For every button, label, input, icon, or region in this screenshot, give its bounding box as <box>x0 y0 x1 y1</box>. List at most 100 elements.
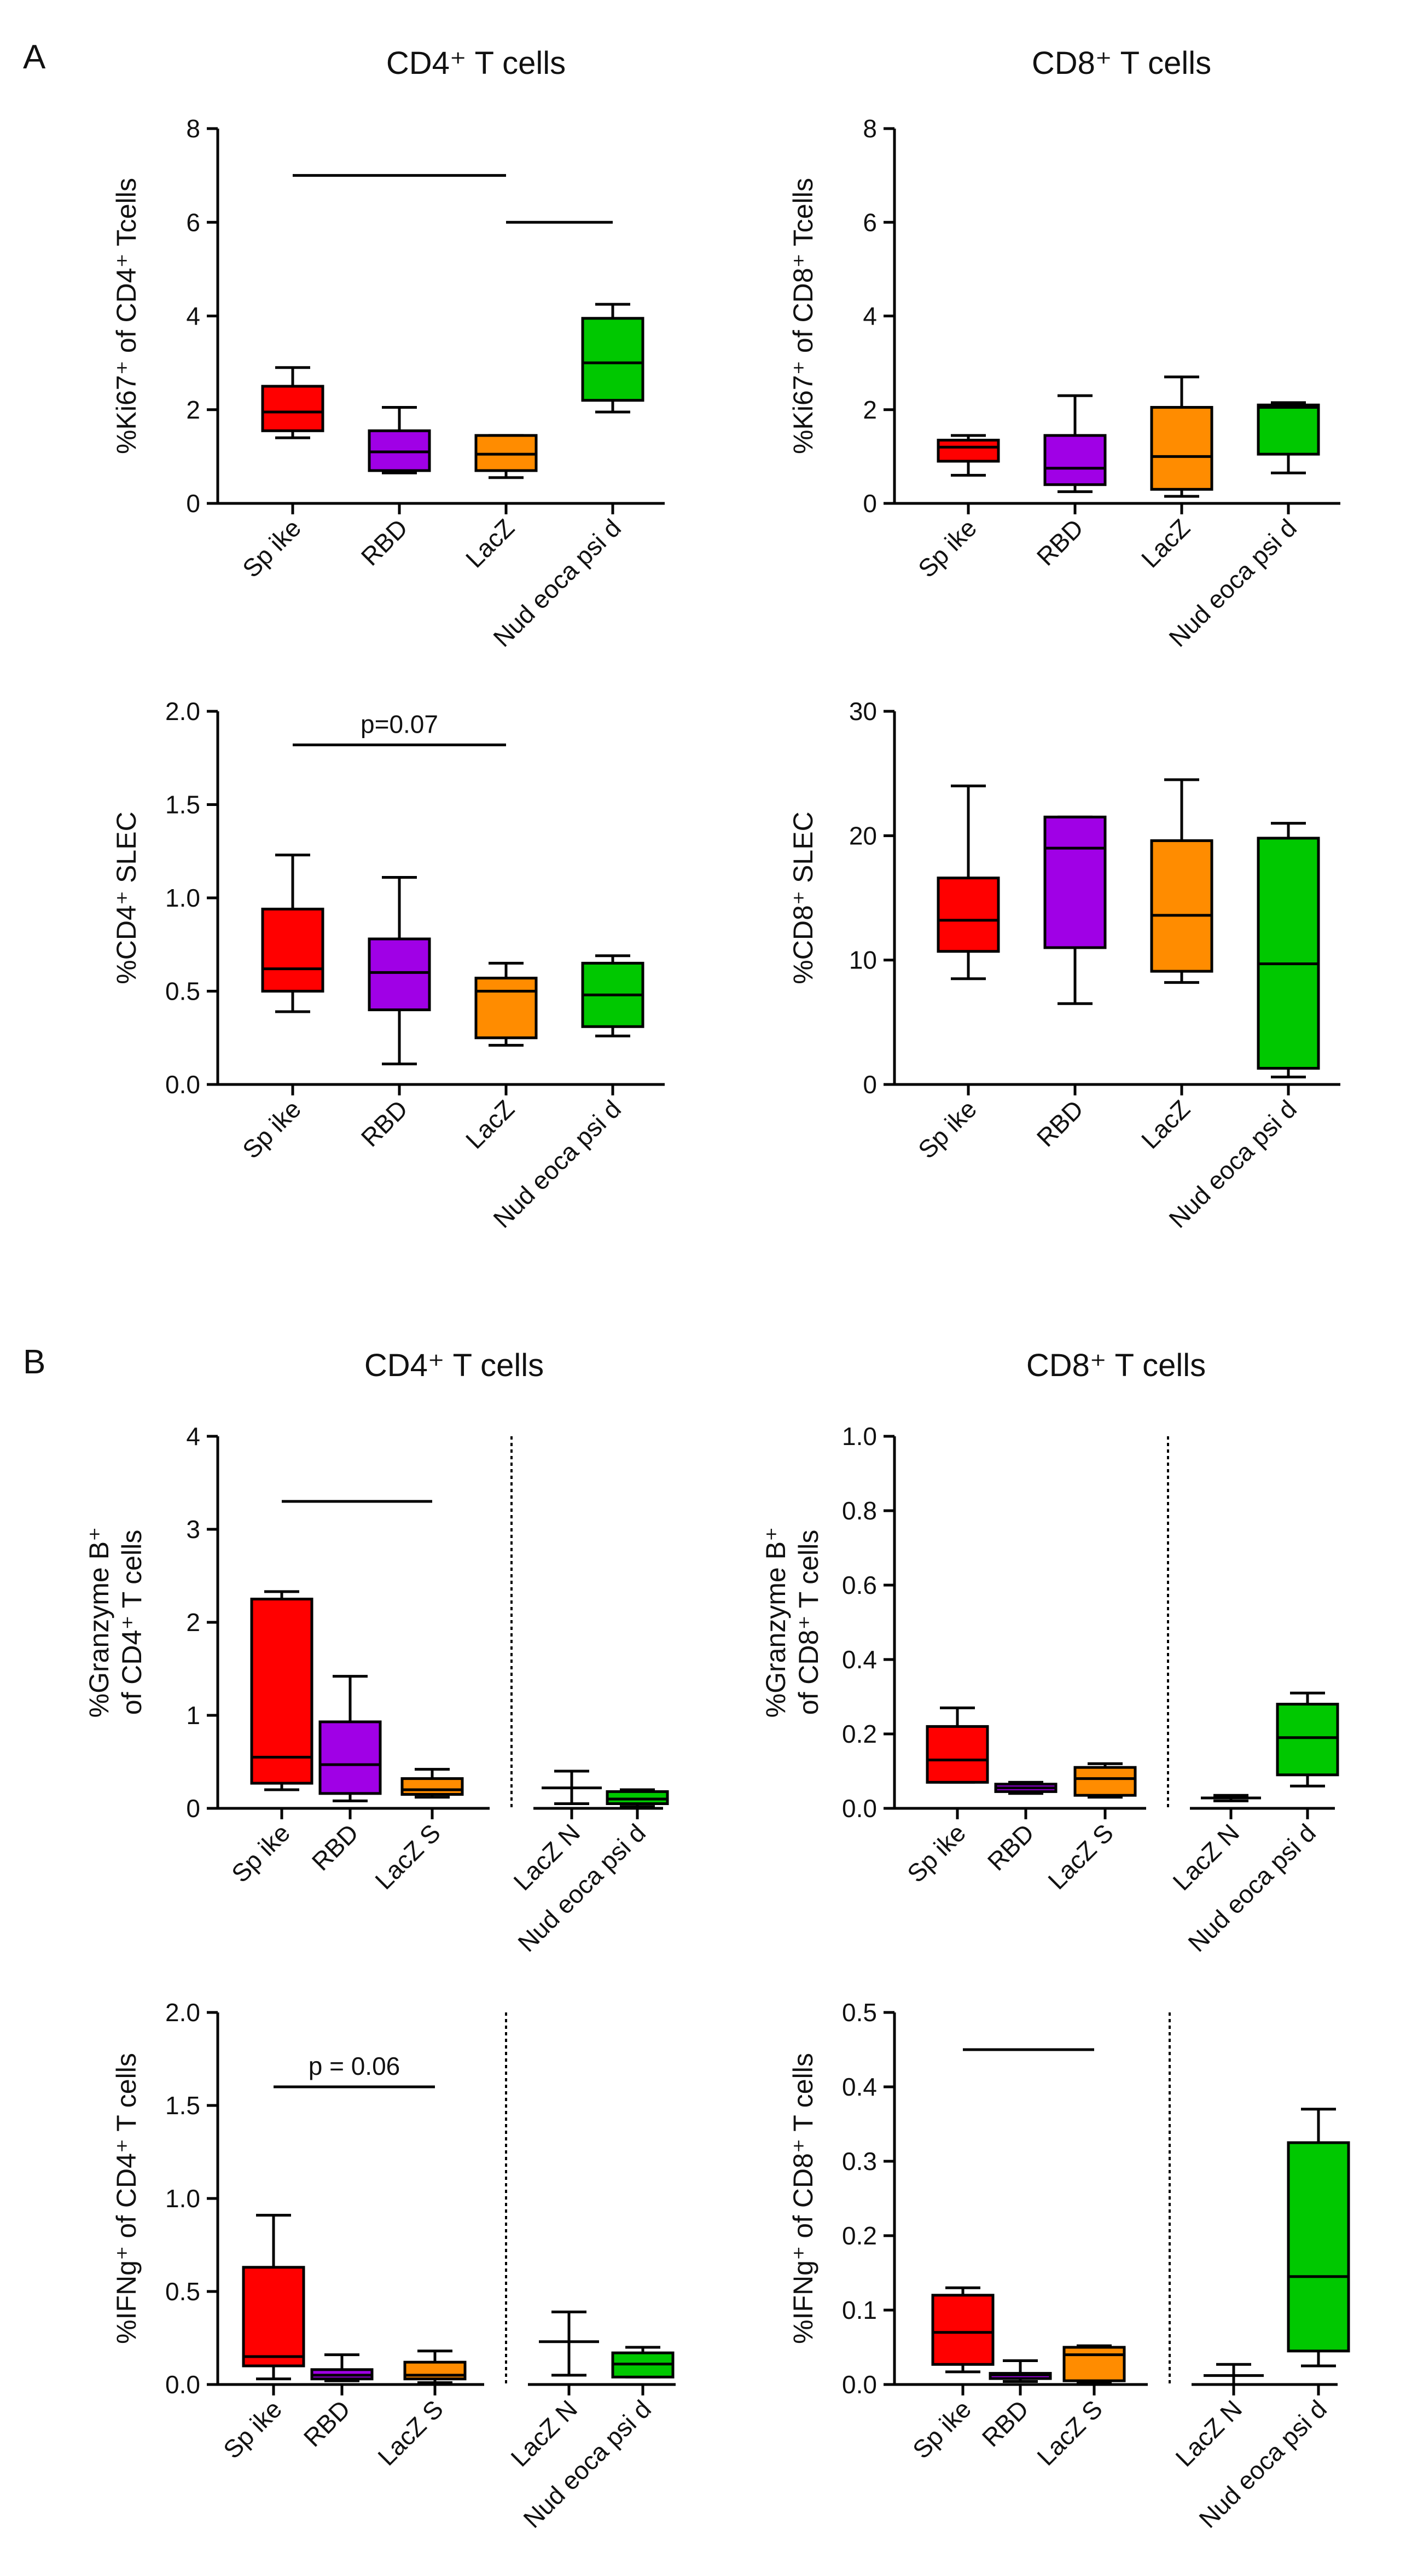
header-a-cd4: CD4⁺ T cells <box>386 45 566 81</box>
x-tick-label: LacZ S <box>1042 1818 1119 1895</box>
x-tick-label: RBD <box>306 1818 364 1876</box>
box-nucleocapsid <box>581 317 644 402</box>
y-tick-label: 0.2 <box>842 1720 877 1748</box>
x-tick-label: Sp ike <box>902 1818 971 1888</box>
box-nucleocapsid <box>1257 403 1320 456</box>
y-tick-label: 30 <box>849 697 877 726</box>
y-tick-label: 2 <box>186 1608 200 1637</box>
x-tick-label: Sp ike <box>907 2394 977 2464</box>
y-axis-title: %Granzyme B⁺ <box>84 1527 114 1718</box>
y-tick-label: 1.0 <box>842 1422 877 1451</box>
x-tick-label: Sp ike <box>237 513 306 583</box>
box-lacz <box>474 977 538 1040</box>
y-tick-label: 10 <box>849 946 877 974</box>
x-tick-label: RBD <box>982 1818 1039 1876</box>
y-tick-label: 1 <box>186 1701 200 1730</box>
x-tick-label: Sp ike <box>226 1818 295 1888</box>
box-nucleocapsid <box>1287 2141 1350 2353</box>
y-axis-title: %Granzyme B⁺ <box>760 1527 791 1718</box>
box-lacz-s <box>400 1777 464 1796</box>
y-tick-label: 0.4 <box>842 1645 877 1674</box>
chart-b2: 0.0 0.2 0.4 0.6 0.8 1.0 %Granzyme B⁺ of CD8⁺ T … <box>760 1422 1339 1957</box>
box-spike <box>931 2294 995 2366</box>
x-tick-label: LacZ S <box>369 1818 446 1895</box>
x-tick-label: RBD <box>1031 513 1089 571</box>
y-tick-label: 0.5 <box>165 977 200 1006</box>
box-rbd <box>368 937 431 1012</box>
box-lacz-s <box>1073 1766 1137 1797</box>
x-tick-label: Sp ike <box>237 1094 306 1164</box>
box-rbd <box>1043 434 1107 486</box>
x-tick-label: LacZ <box>460 1094 520 1154</box>
chart-b1: 0 1 2 3 4 %Granzyme B⁺ of CD4⁺ T cells Sp ike RB… <box>84 1422 669 1957</box>
significance-label: p=0.07 <box>361 710 438 738</box>
y-axis-title: %IFNg⁺ of CD4⁺ T cells <box>111 2053 142 2344</box>
box-spike <box>937 438 1000 463</box>
y-tick-label: 4 <box>863 302 877 330</box>
x-tick-label: Nud eoca psi d <box>518 2394 656 2533</box>
x-tick-label: RBD <box>356 1094 413 1152</box>
box-nucleocapsid <box>1257 837 1320 1070</box>
x-tick-label: Sp ike <box>218 2394 287 2464</box>
box-rbd <box>318 1720 382 1795</box>
y-tick-label: 8 <box>186 114 200 143</box>
y-tick-label: 0 <box>863 1070 877 1099</box>
y-tick-label: 2 <box>186 396 200 424</box>
x-tick-label: LacZ N <box>1170 2394 1247 2472</box>
x-tick-label: Sp ike <box>913 1094 982 1164</box>
y-tick-label: 0.4 <box>842 2073 877 2101</box>
chart-b4: 0.0 0.1 0.2 0.3 0.4 0.5 %IFNg⁺ of CD8⁺ T cells… <box>788 1998 1350 2533</box>
header-b-cd4: CD4⁺ T cells <box>364 1348 544 1383</box>
box-spike <box>261 907 324 993</box>
x-tick-label: Sp ike <box>913 513 982 583</box>
y-tick-label: 0 <box>863 489 877 518</box>
box-spike <box>937 877 1000 953</box>
x-tick-label: LacZ S <box>1031 2394 1108 2471</box>
panel-label-b: B <box>23 1343 45 1381</box>
y-tick-label: 0.6 <box>842 1571 877 1599</box>
y-tick-label: 0.5 <box>165 2277 200 2306</box>
y-tick-label: 0.0 <box>165 1070 200 1099</box>
y-tick-label: 4 <box>186 1422 200 1451</box>
y-tick-label: 2.0 <box>165 697 200 726</box>
y-tick-label: 2.0 <box>165 1998 200 2027</box>
y-tick-label: 8 <box>863 114 877 143</box>
y-tick-label: 3 <box>186 1515 200 1544</box>
box-spike <box>261 385 324 432</box>
chart-b3: 0.0 0.5 1.0 1.5 2.0 %IFNg⁺ of CD4⁺ T cells Sp … <box>111 1998 676 2533</box>
y-tick-label: 4 <box>186 302 200 330</box>
y-axis-title: %CD8⁺ SLEC <box>788 811 818 984</box>
box-lacz <box>1150 405 1213 491</box>
x-tick-label: RBD <box>356 513 413 571</box>
y-axis-title: %IFNg⁺ of CD8⁺ T cells <box>788 2053 818 2344</box>
y-tick-label: 1.0 <box>165 884 200 912</box>
x-tick-label: RBD <box>1031 1094 1089 1152</box>
significance-label: p = 0.06 <box>309 2052 400 2080</box>
box-lacz-s <box>1062 2346 1126 2382</box>
y-axis-title-line2: of CD8⁺ T cells <box>793 1530 824 1715</box>
panel-label-a: A <box>23 38 46 76</box>
y-tick-label: 0.0 <box>842 1794 877 1823</box>
x-tick-label: LacZ <box>460 513 520 573</box>
box-spike <box>250 1598 313 1785</box>
y-tick-label: 0.3 <box>842 2147 877 2175</box>
y-tick-label: 20 <box>849 821 877 850</box>
x-tick-label: RBD <box>977 2394 1034 2452</box>
y-axis-title: %Ki67⁺ of CD8⁺ Tcells <box>788 178 818 454</box>
x-tick-label: LacZ S <box>372 2394 449 2471</box>
y-tick-label: 0.1 <box>842 2296 877 2324</box>
x-tick-label: LacZ <box>1136 513 1195 573</box>
y-tick-label: 1.5 <box>165 791 200 819</box>
x-tick-label: RBD <box>298 2394 356 2452</box>
y-axis-title-line2: of CD4⁺ T cells <box>117 1530 147 1715</box>
box-spike <box>242 2266 305 2368</box>
y-tick-label: 1.5 <box>165 2091 200 2120</box>
box-nucleocapsid <box>606 1790 669 1805</box>
header-b-cd8: CD8⁺ T cells <box>1026 1348 1206 1383</box>
y-tick-label: 0.8 <box>842 1496 877 1525</box>
header-a-cd8: CD8⁺ T cells <box>1032 45 1211 81</box>
